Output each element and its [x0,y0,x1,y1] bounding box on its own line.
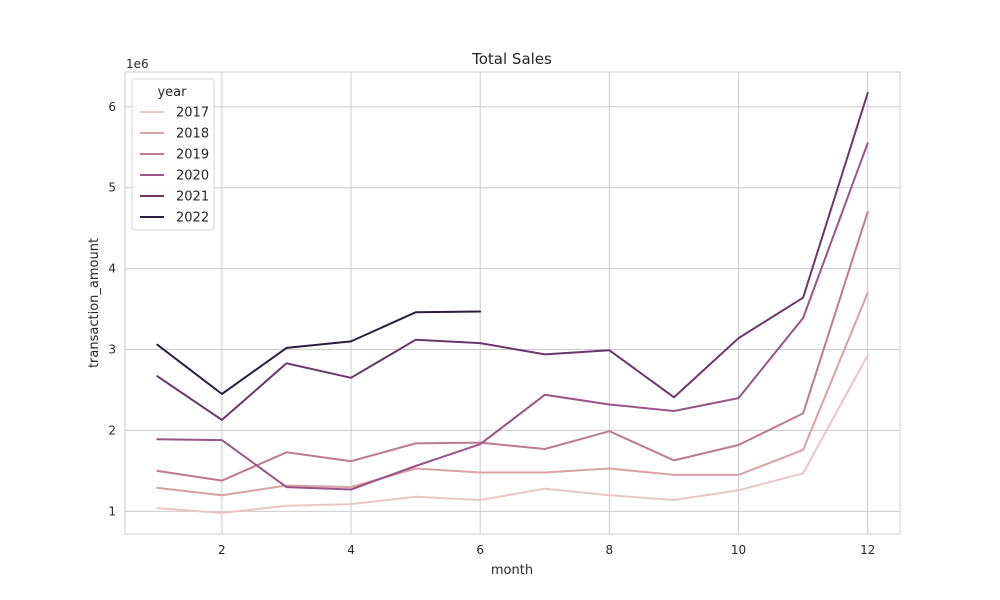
y-tick-label: 1 [108,504,116,518]
y-axis-label: transaction_amount [87,238,102,368]
y-tick-labels: 1 2 3 4 5 6 [108,100,116,519]
grid [125,72,900,534]
x-tick-labels: 2 4 6 8 10 12 [218,543,875,557]
y-tick-label: 6 [108,100,116,114]
x-axis-label: month [491,563,533,578]
legend-label: 2018 [176,127,209,142]
x-tick-label: 12 [860,543,875,557]
series-group [156,92,869,514]
series-line-2018 [156,291,869,497]
legend-label: 2022 [176,211,209,226]
series-line-2021 [156,92,869,421]
legend-item-2022: 2022 [140,211,209,226]
series-line-2020 [156,142,869,491]
x-tick-label: 2 [218,543,226,557]
legend-label: 2020 [176,169,209,184]
legend-label: 2021 [176,190,209,205]
x-tick-label: 6 [476,543,484,557]
legend-item-2017: 2017 [140,106,209,121]
series-line-2019 [156,211,869,482]
y-tick-label: 4 [108,262,116,276]
legend-label: 2019 [176,148,209,163]
legend-title: year [157,85,187,100]
legend-label: 2017 [176,106,209,121]
series-line-2022 [156,310,482,395]
legend-items: 2017 2018 2019 2020 2021 2022 [140,106,209,226]
y-tick-label: 3 [108,343,116,357]
legend-item-2020: 2020 [140,169,209,184]
chart-title: Total Sales [471,50,552,68]
legend-item-2021: 2021 [140,190,209,205]
legend: year 2017 2018 2019 2020 2021 2022 [131,78,215,231]
y-tick-label: 2 [108,423,116,437]
legend-item-2019: 2019 [140,148,209,163]
legend-box [131,78,215,231]
x-tick-label: 4 [347,543,355,557]
x-tick-label: 8 [606,543,614,557]
x-tick-label: 10 [731,543,746,557]
series-line-2017 [156,354,869,514]
plot-frame [124,71,901,535]
y-tick-label: 5 [108,181,116,195]
legend-item-2018: 2018 [140,127,209,142]
y-scale-label: 1e6 [126,57,149,71]
